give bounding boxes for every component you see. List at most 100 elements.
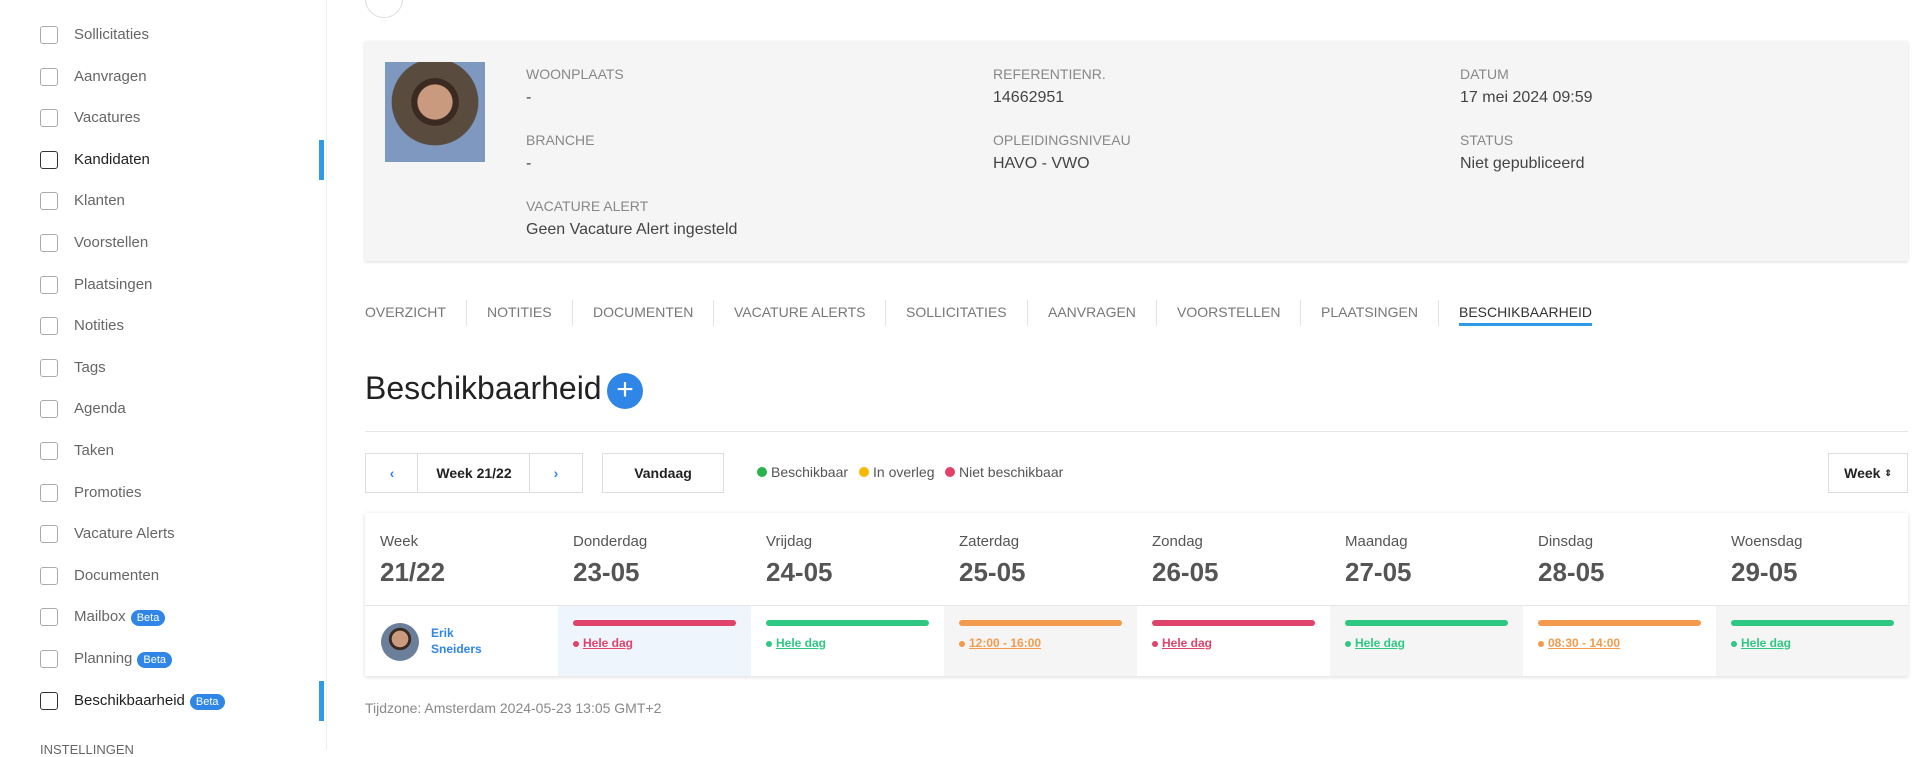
tab[interactable]: AANVRAGEN (1048, 304, 1136, 320)
day-cell (558, 606, 751, 676)
day-cell (1137, 606, 1330, 676)
header-row (365, 513, 1908, 606)
nav-item[interactable]: Promoties (74, 484, 142, 501)
nav-item[interactable]: Klanten (74, 192, 125, 209)
view-label: Week (1844, 465, 1881, 481)
week-number: 21/22 (380, 557, 446, 587)
slot-dot (1538, 641, 1544, 647)
badge: Beta (130, 610, 166, 627)
badge: Beta (189, 693, 225, 710)
nav-icon (40, 442, 58, 460)
slot-dot (1731, 641, 1737, 647)
day-date: 29-05 (1731, 557, 1798, 587)
tab[interactable]: BESCHIKBAARHEID (1459, 304, 1593, 326)
profile-photo (385, 62, 485, 162)
nav-icon (40, 26, 58, 44)
nav-item[interactable]: Plaatsingen (74, 276, 152, 293)
view-select[interactable]: Week ⇕ (1828, 453, 1908, 493)
next-button[interactable]: › (529, 453, 583, 493)
slot-label[interactable]: 08:30 - 14:00 (1548, 636, 1621, 650)
slot-label[interactable]: Hele dag (1162, 636, 1213, 650)
nav-item[interactable]: Documenten (74, 567, 159, 584)
tab[interactable]: DOCUMENTEN (593, 304, 694, 320)
field-label: BRANCHE (526, 132, 595, 148)
nav-icon (40, 691, 58, 710)
field-label: VACATURE ALERT (526, 198, 649, 214)
legend-label: Beschikbaar (771, 464, 849, 480)
field-value: Geen Vacature Alert ingesteld (526, 221, 738, 238)
slot-dot (766, 641, 772, 647)
tab[interactable]: SOLLICITATIES (906, 304, 1007, 320)
slot-label[interactable]: Hele dag (583, 636, 634, 650)
tab[interactable]: NOTITIES (487, 304, 552, 320)
profile-card: WOONPLAATS - REFERENTIENR. 14662951 DATUM 17 … (365, 41, 1908, 261)
field-value: 17 mei 2024 09:59 (1460, 89, 1593, 106)
edit-button[interactable] (365, 0, 403, 18)
nav-item[interactable]: Mailbox Beta (74, 608, 166, 627)
divider (365, 431, 1908, 432)
add-button[interactable]: + (607, 373, 643, 409)
nav-label: Klanten (74, 192, 125, 210)
slot-dot (573, 641, 579, 647)
tab-separator (885, 300, 886, 326)
nav-item[interactable]: Agenda (74, 400, 126, 417)
field-label: WOONPLAATS (526, 66, 624, 82)
legend-label: Niet beschikbaar (959, 464, 1064, 480)
nav-item[interactable]: Aanvragen (74, 68, 147, 85)
slot-label[interactable]: Hele dag (1355, 636, 1406, 650)
field-value: 14662951 (993, 89, 1065, 106)
availability-bar (1731, 620, 1894, 626)
nav-label: Voorstellen (74, 234, 149, 251)
day-name: Vrijdag (766, 533, 813, 550)
tab[interactable]: VACATURE ALERTS (734, 304, 866, 320)
person-name[interactable]: Erik Sneiders (431, 626, 482, 656)
nav-item[interactable]: Kandidaten (74, 151, 150, 168)
nav-item[interactable]: Notities (74, 317, 124, 334)
nav-label: Taken (74, 442, 115, 459)
today-button[interactable]: Vandaag (602, 453, 724, 493)
nav-item[interactable]: Sollicitaties (74, 26, 149, 43)
day-name: Zaterdag (959, 533, 1020, 550)
heading: Beschikbaarheid (365, 370, 602, 406)
day-date: 28-05 (1538, 557, 1605, 587)
slot-label[interactable]: Hele dag (776, 636, 827, 650)
tab-separator (1156, 300, 1157, 326)
prev-button[interactable]: ‹ (365, 453, 419, 493)
tab-separator (572, 300, 573, 326)
nav-icon (40, 483, 58, 502)
nav-item[interactable]: Planning Beta (74, 650, 173, 668)
badge: Beta (137, 652, 173, 668)
nav-icon (40, 150, 58, 169)
nav-label: Notities (74, 317, 125, 335)
slot-label[interactable]: Hele dag (1741, 636, 1792, 650)
avatar (381, 623, 419, 661)
slot-label[interactable]: 12:00 - 16:00 (969, 636, 1042, 650)
nav-icon (40, 192, 58, 211)
field-label: OPLEIDINGSNIVEAU (993, 132, 1131, 148)
tab-separator (466, 300, 467, 326)
nav-icon (40, 608, 58, 627)
nav-item[interactable]: Beschikbaarheid Beta (74, 692, 225, 710)
day-cell (944, 606, 1137, 676)
day-name: Donderdag (573, 533, 648, 550)
tab[interactable]: OVERZICHT (365, 304, 446, 320)
day-cell (751, 606, 944, 676)
nav-item[interactable]: Tags (74, 359, 106, 376)
tab-separator (1438, 300, 1439, 326)
day-name: Zondag (1152, 533, 1203, 550)
tab-separator (1027, 300, 1028, 326)
nav-label: Documenten (74, 566, 160, 584)
field-label: STATUS (1460, 132, 1514, 148)
nav-item[interactable]: Voorstellen (74, 234, 148, 251)
day-name: Maandag (1345, 533, 1408, 550)
tab[interactable]: VOORSTELLEN (1177, 304, 1281, 320)
nav-item[interactable]: Vacature Alerts (74, 525, 175, 542)
tab[interactable]: PLAATSINGEN (1321, 304, 1418, 320)
nav-label: Plaatsingen (74, 275, 153, 293)
day-date: 24-05 (766, 557, 833, 587)
nav-label: Sollicitaties (74, 26, 150, 43)
nav-item[interactable]: Vacatures (74, 109, 140, 126)
nav-item[interactable]: Taken (74, 442, 114, 459)
nav-icon (40, 275, 58, 294)
